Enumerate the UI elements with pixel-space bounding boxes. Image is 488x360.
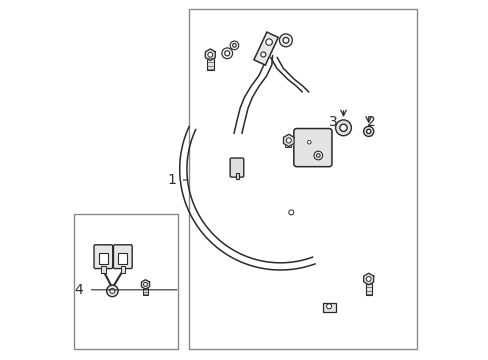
Circle shape [207,52,212,57]
Bar [253,32,278,65]
Circle shape [283,37,288,43]
Circle shape [316,154,320,157]
Bar [322,303,335,312]
FancyBboxPatch shape [293,129,331,167]
Circle shape [366,276,370,282]
Circle shape [230,41,238,50]
Circle shape [307,140,310,144]
Polygon shape [141,280,149,289]
Bar [118,253,127,264]
Circle shape [313,151,322,160]
Circle shape [222,48,232,59]
Bar [235,173,238,179]
Bar [99,253,108,264]
Bar [142,284,147,295]
FancyBboxPatch shape [230,158,244,177]
Text: 2: 2 [366,116,375,129]
Text: 3: 3 [329,116,337,129]
Circle shape [143,283,147,286]
Text: 1: 1 [167,173,176,187]
Bar [73,214,178,349]
Circle shape [232,44,236,47]
Polygon shape [205,49,215,60]
FancyBboxPatch shape [113,245,132,269]
Circle shape [285,138,291,143]
Circle shape [106,285,118,297]
Bar [285,140,290,147]
Circle shape [363,126,373,136]
Circle shape [335,120,351,136]
Circle shape [265,39,272,45]
Bar [206,54,213,70]
Circle shape [279,34,292,47]
Bar [101,266,105,273]
Polygon shape [363,273,373,285]
Bar [365,278,371,295]
Bar [121,266,125,273]
Circle shape [366,129,370,134]
Circle shape [224,51,229,56]
Circle shape [339,124,346,131]
Circle shape [110,288,115,293]
Circle shape [288,210,293,215]
FancyBboxPatch shape [94,245,113,269]
Circle shape [260,52,265,57]
Text: 4: 4 [74,283,83,297]
Polygon shape [283,134,293,147]
Bar [188,9,416,349]
Circle shape [326,304,331,309]
